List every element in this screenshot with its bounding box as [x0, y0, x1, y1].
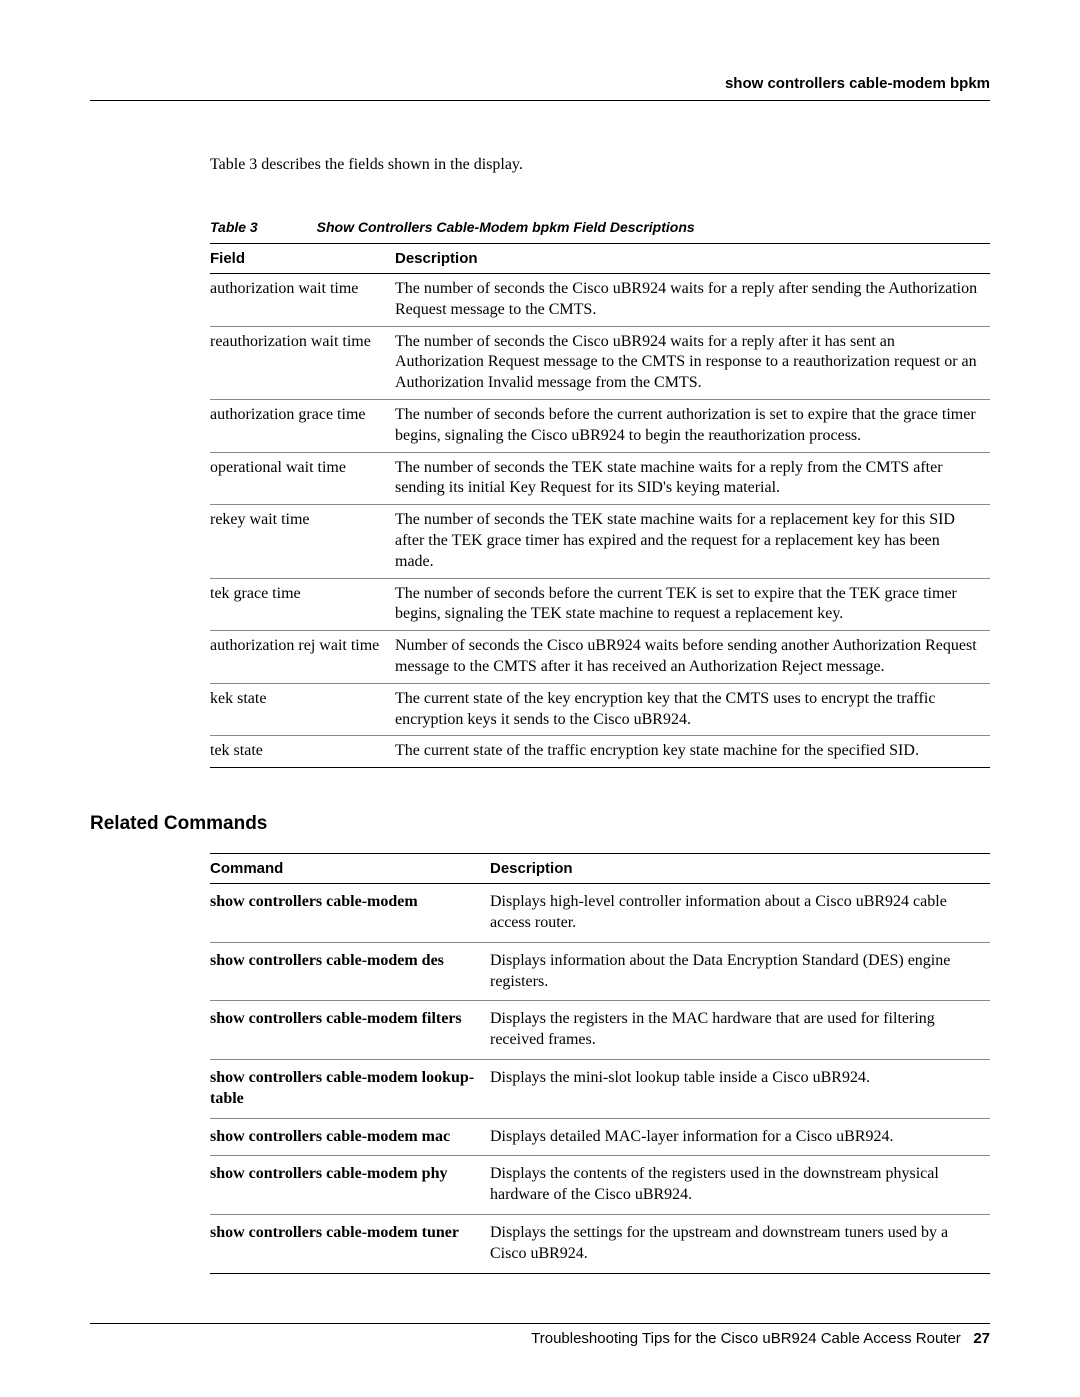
- desc-cell: The number of seconds before the current…: [395, 578, 990, 631]
- table-row: rekey wait time The number of seconds th…: [210, 505, 990, 578]
- table3-title: Show Controllers Cable-Modem bpkm Field …: [317, 219, 695, 235]
- related-commands-table: Command Description show controllers cab…: [210, 853, 990, 1273]
- table-row: show controllers cable-modem phy Display…: [210, 1156, 990, 1215]
- table3-col2-header: Description: [395, 244, 990, 274]
- table-row: authorization wait time The number of se…: [210, 274, 990, 327]
- desc-cell: The number of seconds the TEK state mach…: [395, 452, 990, 505]
- field-descriptions-table: Field Description authorization wait tim…: [210, 243, 990, 768]
- table-row: show controllers cable-modem tuner Displ…: [210, 1214, 990, 1273]
- command-cell: show controllers cable-modem tuner: [210, 1214, 490, 1273]
- related-body: show controllers cable-modem Displays hi…: [210, 884, 990, 1273]
- table3-number: Table 3: [210, 219, 258, 235]
- page-footer: Troubleshooting Tips for the Cisco uBR92…: [90, 1323, 990, 1347]
- table-row: reauthorization wait time The number of …: [210, 326, 990, 399]
- desc-cell: Displays the mini-slot lookup table insi…: [490, 1059, 990, 1118]
- command-cell: show controllers cable-modem phy: [210, 1156, 490, 1215]
- desc-cell: The number of seconds before the current…: [395, 399, 990, 452]
- field-cell: authorization grace time: [210, 399, 395, 452]
- field-cell: authorization wait time: [210, 274, 395, 327]
- desc-cell: Displays the settings for the upstream a…: [490, 1214, 990, 1273]
- command-cell: show controllers cable-modem des: [210, 942, 490, 1001]
- page-header: show controllers cable-modem bpkm: [90, 75, 990, 101]
- header-title: show controllers cable-modem bpkm: [725, 75, 990, 92]
- command-cell: show controllers cable-modem lookup-tabl…: [210, 1059, 490, 1118]
- intro-text: Table 3 describes the fields shown in th…: [210, 156, 990, 174]
- table-row: show controllers cable-modem des Display…: [210, 942, 990, 1001]
- table-row: show controllers cable-modem filters Dis…: [210, 1001, 990, 1060]
- desc-cell: Displays high-level controller informati…: [490, 884, 990, 943]
- field-cell: tek grace time: [210, 578, 395, 631]
- table-row: tek state The current state of the traff…: [210, 736, 990, 768]
- table3-body: authorization wait time The number of se…: [210, 274, 990, 768]
- desc-cell: Displays the contents of the registers u…: [490, 1156, 990, 1215]
- table-row: show controllers cable-modem lookup-tabl…: [210, 1059, 990, 1118]
- table-row: authorization grace time The number of s…: [210, 399, 990, 452]
- table-row: kek state The current state of the key e…: [210, 683, 990, 736]
- desc-cell: The current state of the key encryption …: [395, 683, 990, 736]
- footer-text: Troubleshooting Tips for the Cisco uBR92…: [531, 1330, 961, 1347]
- command-cell: show controllers cable-modem mac: [210, 1118, 490, 1156]
- footer-page-number: 27: [973, 1330, 990, 1347]
- table3-col1-header: Field: [210, 244, 395, 274]
- table-row: show controllers cable-modem Displays hi…: [210, 884, 990, 943]
- command-cell: show controllers cable-modem: [210, 884, 490, 943]
- desc-cell: Number of seconds the Cisco uBR924 waits…: [395, 631, 990, 684]
- related-commands-heading: Related Commands: [90, 813, 990, 835]
- field-cell: reauthorization wait time: [210, 326, 395, 399]
- field-cell: authorization rej wait time: [210, 631, 395, 684]
- desc-cell: Displays detailed MAC-layer information …: [490, 1118, 990, 1156]
- desc-cell: Displays the registers in the MAC hardwa…: [490, 1001, 990, 1060]
- field-cell: operational wait time: [210, 452, 395, 505]
- table-row: operational wait time The number of seco…: [210, 452, 990, 505]
- field-cell: rekey wait time: [210, 505, 395, 578]
- desc-cell: Displays information about the Data Encr…: [490, 942, 990, 1001]
- desc-cell: The number of seconds the Cisco uBR924 w…: [395, 274, 990, 327]
- field-cell: tek state: [210, 736, 395, 768]
- command-cell: show controllers cable-modem filters: [210, 1001, 490, 1060]
- table-row: authorization rej wait time Number of se…: [210, 631, 990, 684]
- table-row: show controllers cable-modem mac Display…: [210, 1118, 990, 1156]
- table3-caption: Table 3 Show Controllers Cable-Modem bpk…: [210, 219, 990, 235]
- related-col1-header: Command: [210, 854, 490, 884]
- desc-cell: The current state of the traffic encrypt…: [395, 736, 990, 768]
- table-row: tek grace time The number of seconds bef…: [210, 578, 990, 631]
- related-col2-header: Description: [490, 854, 990, 884]
- field-cell: kek state: [210, 683, 395, 736]
- desc-cell: The number of seconds the TEK state mach…: [395, 505, 990, 578]
- desc-cell: The number of seconds the Cisco uBR924 w…: [395, 326, 990, 399]
- page-container: show controllers cable-modem bpkm Table …: [0, 0, 1080, 1314]
